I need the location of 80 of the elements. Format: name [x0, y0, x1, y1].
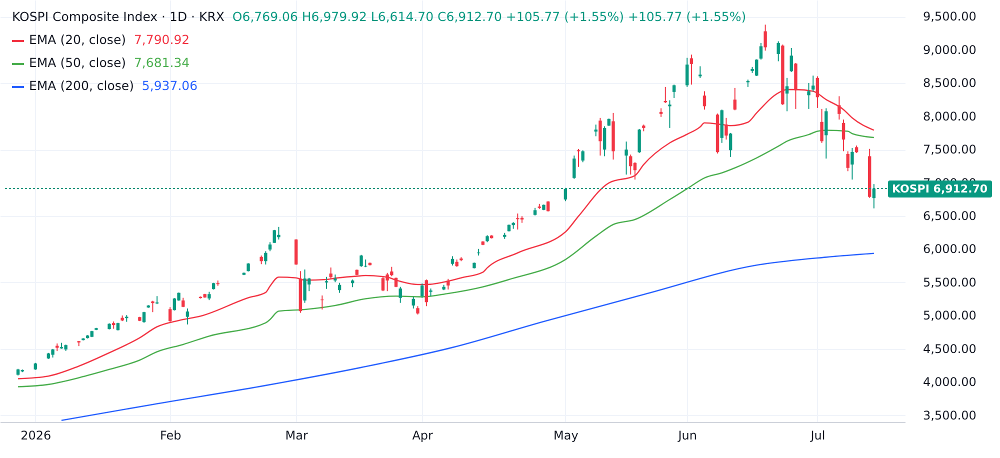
candlestick [186, 308, 190, 325]
candlestick [838, 96, 841, 120]
y-tick-label: 9,500.00 [923, 10, 976, 24]
legend-label: EMA (50, close) [29, 55, 126, 70]
y-tick-label: 8,000.00 [923, 109, 976, 124]
candlestick [702, 90, 706, 110]
text: O6,769.06 H6,979.92 L6,614.70 C6,912.70 +105.77 (+1.55%) +105.77 (+1.55%) [232, 9, 746, 24]
candlestick [846, 150, 850, 172]
candlestick [598, 117, 602, 156]
candlestick [446, 278, 450, 290]
x-tick-label: May [554, 428, 578, 442]
candlestick [594, 124, 598, 137]
y-tick-label: 5,500.00 [923, 275, 976, 290]
x-tick-label: 2026 [20, 428, 52, 442]
y-tick-label: 4,000.00 [923, 375, 976, 390]
candlestick [277, 226, 280, 240]
candlestick [759, 42, 763, 60]
y-tick-label: 7,500.00 [923, 142, 976, 157]
candlestick [398, 286, 402, 304]
candlestick [581, 150, 584, 163]
y-tick-label: 4,500.00 [923, 342, 976, 356]
legend-label: EMA (200, close) [29, 78, 134, 93]
ref-line-label: KOSPI 6,912.70 [888, 180, 992, 198]
y-tick-label: 8,500.00 [923, 76, 976, 90]
candlestick [324, 276, 328, 290]
candlestick [807, 82, 810, 110]
candlestick [624, 141, 628, 176]
candlestick [812, 75, 815, 92]
candlestick [672, 84, 676, 98]
candlestick [629, 154, 632, 176]
candlestick [602, 126, 606, 157]
candlestick [268, 242, 272, 252]
annotation: 7,790.92 [134, 32, 190, 47]
annotation: 5,937.06 [142, 78, 198, 93]
y-tick-label: 6,500.00 [923, 208, 976, 223]
candlestick [824, 108, 828, 160]
candlestick [820, 108, 824, 144]
x-tick-label: Jun [677, 428, 697, 442]
y-tick-label: 6,000.00 [923, 242, 976, 256]
text: KOSPI Composite Index · 1D · KRX [12, 9, 224, 24]
x-tick-label: Jul [810, 428, 826, 442]
y-tick-label: 5,000.00 [923, 308, 976, 323]
candlestick [168, 306, 172, 322]
candlestick [420, 283, 424, 298]
candlestick [790, 47, 793, 72]
candlestick [329, 266, 332, 280]
candlestick [698, 66, 702, 78]
x-tick-label: Feb [160, 428, 182, 442]
candlestick [668, 100, 672, 128]
candlestick [424, 279, 428, 307]
candlestick [842, 119, 846, 152]
candlestick [686, 57, 689, 88]
candlestick [360, 254, 363, 268]
candlestick [638, 128, 641, 154]
candlestick [664, 86, 667, 104]
line-series [60, 252, 875, 422]
legend-label: EMA (20, close) [29, 32, 126, 47]
candlestick [546, 200, 550, 212]
candlestick [850, 147, 854, 180]
annotation: 7,681.34 [134, 55, 190, 70]
candlestick [303, 268, 306, 304]
y-tick-label: 3,500.00 [923, 408, 976, 422]
candlestick [381, 276, 385, 292]
x-tick-label: Mar [285, 428, 308, 442]
candlestick [151, 300, 154, 313]
candlestick [572, 155, 576, 180]
candlestick [724, 117, 728, 140]
x-tick-label: Apr [412, 428, 434, 442]
line-series [17, 130, 875, 388]
candlestick [733, 87, 737, 111]
candlestick [412, 296, 415, 309]
candlestick [776, 40, 780, 62]
candlestick [264, 250, 268, 265]
y-tick-label: 9,000.00 [923, 42, 976, 57]
candlestick [516, 213, 520, 230]
candlestick [690, 54, 694, 86]
candlestick [450, 256, 454, 266]
candlestick [728, 132, 732, 158]
candlestick [764, 24, 767, 52]
candlestick [576, 148, 580, 168]
